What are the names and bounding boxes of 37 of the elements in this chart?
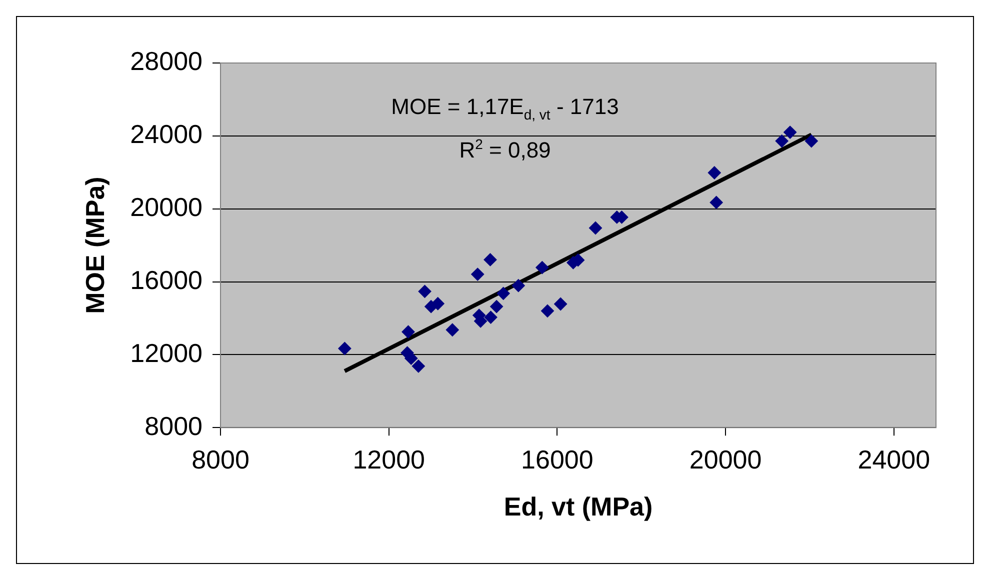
point: [490, 300, 504, 314]
point: [446, 323, 459, 336]
annotation: R$^{2}$ = 0,89: [459, 136, 551, 164]
y-axis-title: MOE (MPa): [80, 176, 110, 314]
point: [404, 352, 418, 365]
point: [431, 297, 444, 310]
point: [784, 126, 797, 139]
point: [418, 284, 432, 298]
x-tick-label: 12000: [352, 444, 426, 474]
y-tick-label: 20000: [130, 192, 202, 222]
y-tick-label: 16000: [130, 264, 202, 295]
point: [338, 342, 352, 355]
point: [804, 134, 818, 148]
x-tick-label: 16000: [521, 444, 594, 474]
point: [512, 279, 525, 292]
point: [402, 325, 415, 338]
point: [710, 196, 723, 209]
point: [471, 268, 484, 281]
point: [496, 286, 510, 300]
x-tick-label: 8000: [192, 444, 250, 474]
x-tick-label: 24000: [858, 444, 930, 474]
point: [412, 360, 425, 373]
point: [540, 304, 554, 318]
annotation: MOE = 1,17E$_{d, vt}$ - 1713: [391, 94, 619, 122]
y-tick-label: 8000: [144, 410, 202, 441]
point: [708, 166, 721, 180]
point: [589, 221, 602, 234]
point: [484, 253, 497, 266]
point: [554, 298, 568, 310]
y-tick-label: 28000: [130, 46, 202, 76]
y-tick-label: 12000: [130, 338, 202, 368]
x-axis-title: Ed, vt (MPa): [504, 492, 653, 522]
point: [484, 310, 498, 324]
point: [775, 134, 788, 148]
point: [536, 261, 549, 274]
y-tick-label: 24000: [130, 119, 202, 150]
x-tick-label: 20000: [689, 444, 762, 474]
